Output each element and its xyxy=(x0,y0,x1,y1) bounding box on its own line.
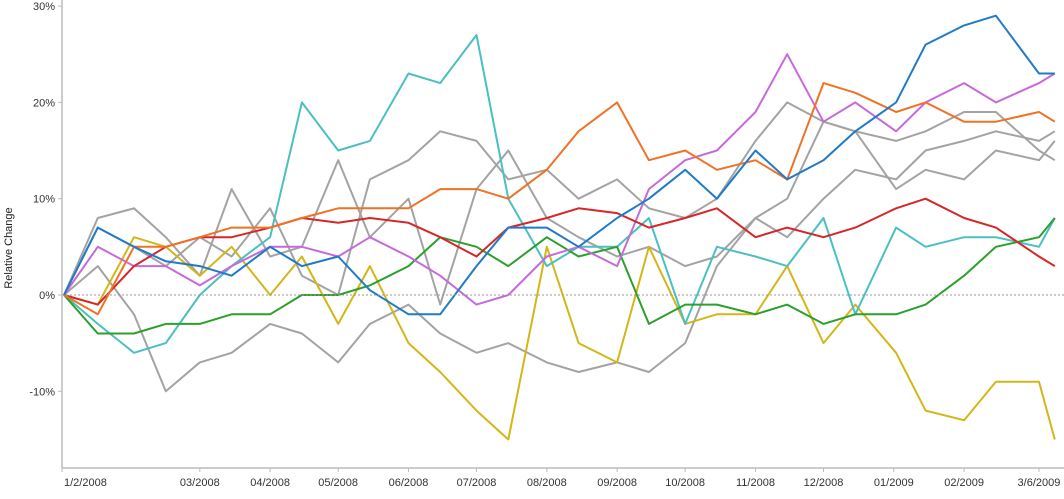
x-tick-label: 04/2008 xyxy=(250,477,290,489)
series-line-9 xyxy=(63,14,1055,316)
x-tick-label: 01/2009 xyxy=(874,477,914,489)
x-tick-label: 11/2008 xyxy=(736,477,775,489)
series-line-3 xyxy=(63,236,1056,441)
series-line-2 xyxy=(63,101,1056,296)
x-tick-label: 07/2008 xyxy=(457,477,497,489)
y-tick-label: -10% xyxy=(29,386,55,398)
series-line-0 xyxy=(63,130,1056,306)
series-line-1 xyxy=(63,111,1056,393)
y-tick-label: 10% xyxy=(33,194,55,206)
series-line-8 xyxy=(63,82,1056,316)
y-axis-label: Relative Change xyxy=(3,207,15,288)
x-tick-label: 12/2008 xyxy=(804,477,844,489)
y-tick-label: 30% xyxy=(33,1,55,13)
x-tick-label: 3/6/2009 xyxy=(1018,477,1061,489)
y-tick-label: 0% xyxy=(39,290,55,302)
x-tick-label: 09/2008 xyxy=(597,477,637,489)
x-tick-label: 06/2008 xyxy=(389,477,429,489)
series-line-7 xyxy=(63,197,1056,306)
x-tick-label: 08/2008 xyxy=(527,477,567,489)
y-tick-label: 20% xyxy=(33,97,55,109)
x-tick-label: 10/2008 xyxy=(665,477,705,489)
series-line-4 xyxy=(63,34,1056,354)
series-line-6 xyxy=(63,53,1056,306)
series-lines xyxy=(63,14,1056,441)
x-axis-ticks: 1/2/2008 03/2008 04/2008 05/2008 06/2008 07/2… xyxy=(61,468,1061,489)
series-line-5 xyxy=(63,217,1056,335)
x-tick-label: 03/2008 xyxy=(180,477,220,489)
x-tick-label: 02/2009 xyxy=(944,477,984,489)
x-tick-label: 1/2/2008 xyxy=(64,477,107,489)
y-axis-ticks: 30% 20% 10% 0% -10% xyxy=(29,1,62,398)
x-tick-label: 05/2008 xyxy=(318,477,358,489)
